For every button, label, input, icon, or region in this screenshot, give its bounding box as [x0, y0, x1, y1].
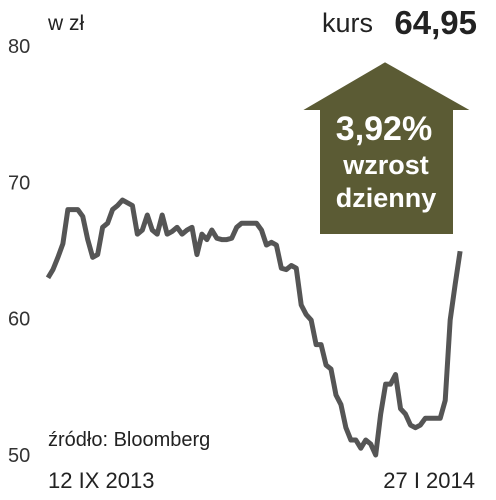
price-label: kurs — [322, 8, 373, 38]
x-tick-label: 12 IX 2013 — [48, 468, 154, 493]
y-tick-label: 70 — [8, 172, 30, 194]
unit-label: w zł — [47, 12, 85, 35]
change: 3,92% — [336, 110, 432, 148]
annotation-text: dzienny — [336, 183, 437, 213]
y-tick-label: 50 — [8, 445, 30, 467]
source: źródło: Bloomberg — [48, 429, 210, 451]
x-tick-label: 27 I 2014 — [383, 468, 475, 493]
arrow — [288, 57, 485, 238]
y-tick-label: 60 — [8, 309, 30, 331]
annotation-text: wzrost — [342, 150, 429, 180]
price: 64,95 — [394, 4, 477, 41]
plot: 50 60 70 80 12 IX 2013 27 I 2014 — [8, 36, 475, 493]
price-line — [45, 197, 463, 458]
y-tick-label: 80 — [8, 36, 30, 58]
